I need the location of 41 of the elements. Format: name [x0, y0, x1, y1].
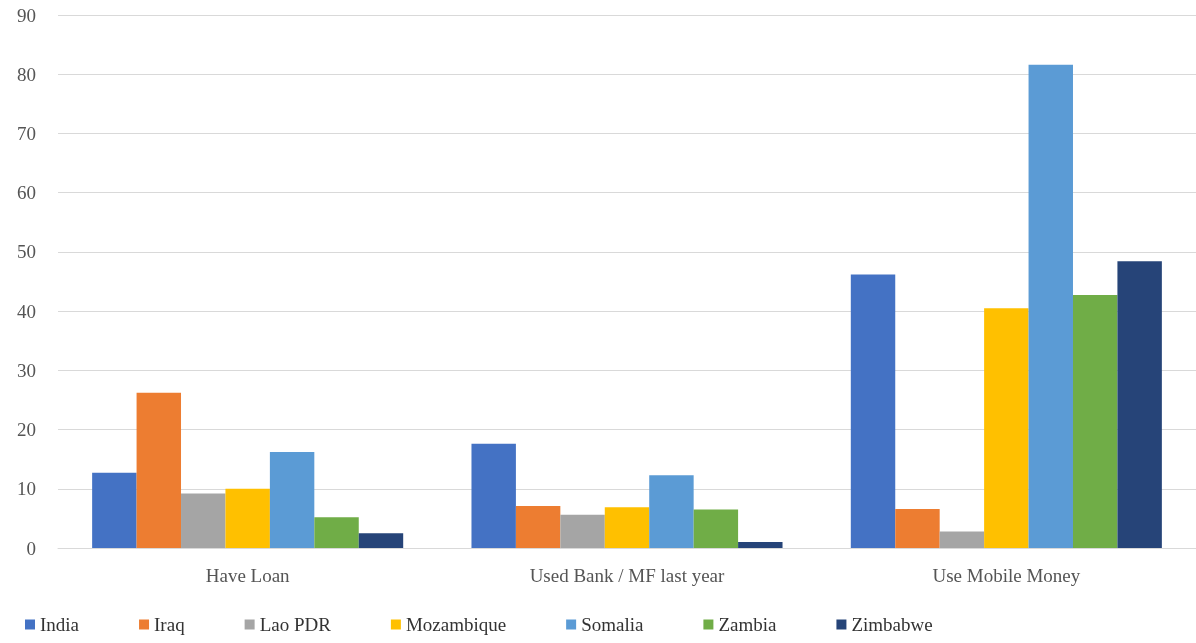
y-tick-label: 90: [17, 4, 36, 26]
y-tick-label: 20: [17, 419, 36, 441]
y-tick-label: 80: [17, 63, 36, 85]
bar: [136, 392, 182, 548]
y-tick-label: 60: [17, 182, 36, 204]
bar: [181, 493, 226, 548]
bar: [1117, 261, 1162, 548]
bar: [895, 508, 940, 548]
bar: [693, 509, 739, 548]
bar: [604, 507, 650, 548]
legend-label: India: [40, 614, 80, 635]
bar: [1072, 295, 1118, 548]
bar: [269, 452, 315, 548]
x-tick-label: Use Mobile Money: [932, 565, 1081, 586]
bar: [738, 542, 783, 548]
legend-label: Somalia: [581, 614, 644, 635]
y-tick-label: 50: [17, 241, 36, 263]
bar: [560, 514, 605, 548]
y-tick-label: 70: [17, 122, 36, 144]
bar: [471, 443, 516, 548]
bar: [515, 505, 561, 548]
bar: [358, 533, 404, 548]
legend-label: Lao PDR: [259, 614, 332, 635]
legend-label: Zambia: [718, 614, 777, 635]
bar: [984, 308, 1029, 548]
legend-label: Mozambique: [405, 614, 507, 635]
bar: [939, 531, 985, 548]
bar: [1028, 64, 1073, 548]
bar: [225, 488, 270, 548]
legend-label: Iraq: [154, 614, 186, 635]
y-tick-label: 0: [26, 537, 36, 559]
x-tick-label: Have Loan: [205, 565, 291, 586]
y-tick-label: 30: [17, 359, 36, 381]
bar: [649, 475, 694, 548]
bar: [314, 517, 359, 548]
bar: [850, 274, 896, 548]
bar: [92, 472, 137, 548]
x-tick-label: Used Bank / MF last year: [529, 565, 726, 586]
y-tick-label: 10: [17, 478, 36, 500]
legend-label: Zimbabwe: [851, 614, 933, 635]
y-tick-label: 40: [17, 300, 36, 322]
